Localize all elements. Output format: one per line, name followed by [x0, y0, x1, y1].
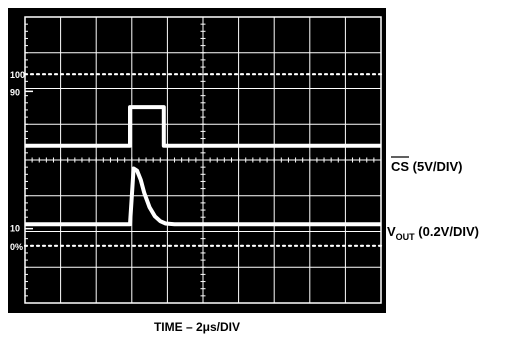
reference-dotted-lines — [23, 73, 383, 247]
vout-label-scale: (0.2V/DIV) — [415, 224, 479, 239]
series-label-vout: VOUT (0.2V/DIV) — [387, 224, 479, 242]
cs-label-scale: (5V/DIV) — [409, 159, 462, 174]
reference-label: 100 — [10, 70, 25, 80]
reference-label: 0% — [10, 242, 23, 252]
vout-label-main: V — [387, 224, 396, 239]
reference-labels: 100 90 10 0% — [10, 70, 25, 252]
svg-text:CS (5V/DIV): CS (5V/DIV) — [391, 159, 463, 174]
waveform-trace-0 — [25, 105, 381, 148]
reference-label: 90 — [10, 87, 20, 97]
cs-label-main: CS — [391, 159, 409, 174]
series-label-cs: CS (5V/DIV) — [391, 156, 463, 174]
vout-label-sub: OUT — [396, 232, 416, 242]
svg-text:VOUT (0.2V/DIV): VOUT (0.2V/DIV) — [387, 224, 479, 242]
waveform-trace-1 — [25, 166, 381, 227]
reference-label: 10 — [10, 224, 20, 234]
center-axis-ticks — [24, 16, 382, 304]
waveform-traces — [25, 105, 381, 227]
x-axis-label: TIME – 2μs/DIV — [154, 320, 240, 334]
